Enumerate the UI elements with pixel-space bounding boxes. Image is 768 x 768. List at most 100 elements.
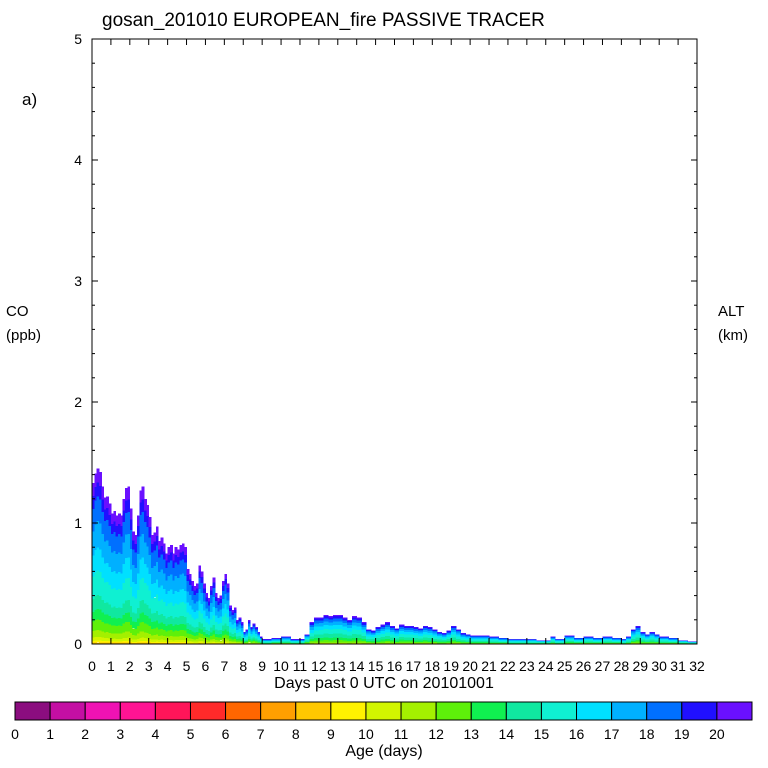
stack-segment-age-12 (394, 641, 400, 644)
stack-segment-age-12 (193, 635, 197, 640)
stack-segment-age-12 (342, 640, 348, 643)
stack-segment-age-17 (408, 629, 414, 633)
stack-segment-age-17 (455, 632, 462, 635)
stack-segment-age-15 (408, 634, 414, 638)
stack-segment-age-18 (165, 567, 169, 581)
stack-segment-age-15 (470, 639, 480, 641)
stack-segment-age-19 (649, 632, 655, 634)
stack-segment-age-18 (106, 520, 109, 541)
stack-segment-age-14 (545, 642, 551, 644)
stack-segment-age-16 (342, 626, 348, 631)
colorbar-swatch (14, 701, 51, 721)
stack-segment-age-17 (432, 632, 438, 635)
stack-segment-age-19 (243, 632, 247, 634)
stack-segment-age-19 (465, 634, 471, 636)
stack-segment-age-19 (489, 637, 499, 638)
stack-segment-age-15 (318, 630, 325, 635)
stack-segment-age-20 (314, 617, 320, 619)
stack-segment-age-11 (153, 635, 157, 640)
colorbar-tick-label: 14 (499, 726, 515, 742)
stack-segment-age-20 (309, 622, 315, 624)
stack-segment-age-16 (408, 632, 414, 635)
stack-segment-age-17 (195, 601, 199, 611)
stack-segment-age-15 (219, 623, 223, 630)
colorbar-tick-label: 4 (151, 726, 159, 742)
x-tick-label: 24 (538, 658, 554, 674)
stack-segment-age-19 (132, 540, 135, 550)
stack-segment-age-10 (233, 642, 237, 644)
stack-segment-age-13 (151, 622, 154, 629)
stack-segment-age-13 (160, 622, 164, 630)
stack-segment-age-10 (210, 641, 213, 643)
stack-segment-age-15 (385, 632, 391, 637)
stack-segment-age-13 (198, 628, 202, 633)
stack-segment-age-15 (188, 614, 192, 625)
stack-segment-age-20 (233, 607, 237, 611)
stack-segment-age-13 (205, 633, 209, 637)
stack-segment-age-13 (101, 612, 105, 622)
stack-segment-age-10 (342, 643, 348, 644)
stack-segment-age-14 (200, 623, 204, 630)
stack-segment-age-9 (193, 642, 197, 644)
stack-segment-age-14 (536, 642, 547, 644)
stack-segment-age-14 (385, 636, 391, 640)
stack-segment-age-14 (132, 612, 135, 622)
stack-segment-age-10 (214, 642, 218, 644)
stack-segment-age-14 (583, 641, 594, 643)
stack-segment-age-18 (418, 630, 424, 632)
stack-segment-age-18 (479, 636, 490, 638)
x-tick-label: 23 (519, 658, 535, 674)
x-tick-label: 31 (670, 658, 686, 674)
stack-segment-age-11 (451, 642, 457, 644)
stack-segment-age-17 (127, 533, 131, 558)
stack-segment-age-15 (375, 635, 381, 638)
stack-segment-age-19 (323, 616, 329, 619)
stack-segment-age-18 (226, 592, 230, 601)
stack-segment-age-20 (120, 515, 124, 526)
stack-segment-age-18 (198, 577, 202, 589)
stack-segment-age-14 (366, 638, 372, 641)
stack-segment-age-14 (507, 642, 518, 643)
x-tick-label: 3 (145, 658, 153, 674)
stack-segment-age-11 (158, 635, 161, 640)
stack-segment-age-12 (460, 642, 466, 644)
stack-segment-age-17 (200, 593, 204, 605)
stack-segment-age-19 (179, 552, 183, 561)
stack-segment-age-12 (118, 625, 121, 634)
stack-segment-age-17 (583, 638, 594, 640)
stack-segment-age-17 (132, 565, 135, 583)
stack-segment-age-11 (233, 641, 237, 643)
stack-segment-age-18 (432, 631, 438, 633)
stack-segment-age-14 (99, 595, 102, 610)
stack-segment-age-13 (179, 624, 183, 631)
stack-segment-age-14 (394, 638, 400, 641)
stack-segment-age-10 (323, 643, 329, 644)
stack-segment-age-18 (465, 635, 471, 637)
stack-segment-age-12 (649, 642, 655, 644)
stack-segment-age-17 (167, 576, 171, 591)
stack-segment-age-14 (188, 624, 192, 630)
stack-segment-age-18 (649, 633, 655, 635)
stack-segment-age-16 (118, 572, 121, 590)
stack-segment-age-15 (231, 628, 235, 634)
stack-segment-age-11 (122, 632, 126, 639)
stack-segment-age-20 (255, 627, 258, 629)
right-axis-label-unit: (km) (718, 327, 748, 344)
right-axis-label-top: ALT (718, 303, 745, 320)
stack-segment-age-16 (536, 641, 547, 643)
stack-segment-age-14 (259, 641, 263, 643)
stack-segment-age-17 (422, 629, 428, 633)
stack-segment-age-10 (219, 642, 223, 644)
stack-segment-age-16 (437, 636, 443, 638)
stack-segment-age-16 (162, 588, 166, 602)
stack-segment-age-13 (219, 634, 223, 638)
stack-segment-age-19 (337, 616, 343, 619)
stack-segment-age-19 (221, 585, 225, 591)
stack-segment-age-13 (236, 639, 239, 641)
stack-segment-age-9 (172, 642, 176, 644)
stack-segment-age-16 (361, 629, 367, 633)
stack-segment-age-17 (125, 534, 128, 559)
stack-segment-age-20 (240, 622, 244, 624)
stack-segment-age-9 (115, 641, 119, 643)
stack-segment-age-11 (141, 631, 145, 638)
